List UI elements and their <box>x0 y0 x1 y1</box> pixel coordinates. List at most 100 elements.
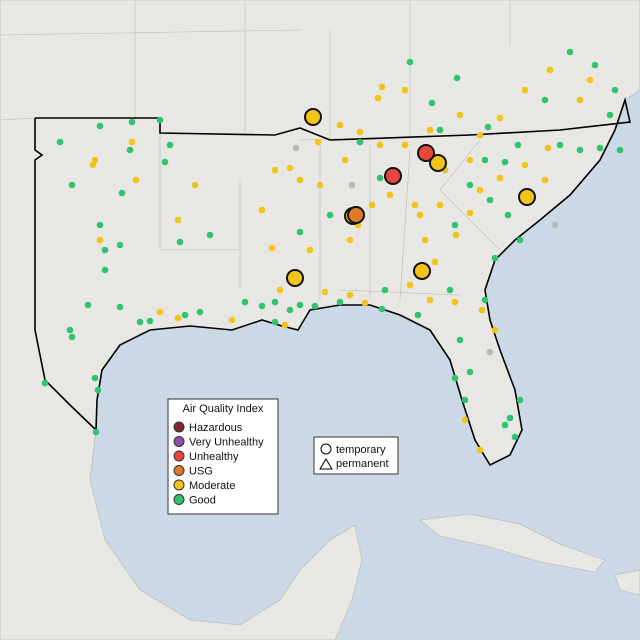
monitor-dot <box>341 156 349 164</box>
monitor-dot <box>101 246 109 254</box>
monitor-dot <box>258 206 266 214</box>
monitor-dot <box>431 258 439 266</box>
monitor-dot <box>611 86 619 94</box>
monitor-dot <box>521 86 529 94</box>
monitor-dot <box>496 114 504 122</box>
shape-label: temporary <box>336 444 386 456</box>
monitor-dot <box>481 156 489 164</box>
monitor-dot <box>421 236 429 244</box>
monitor-dot <box>91 374 99 382</box>
monitor-dot <box>576 146 584 154</box>
monitor-dot <box>174 216 182 224</box>
monitor-dot <box>456 111 464 119</box>
monitor-dot <box>271 318 279 326</box>
monitor-dot <box>452 231 460 239</box>
aqi-legend: Air Quality Index Hazardous Very Unhealth… <box>167 398 279 515</box>
monitor-dot <box>516 396 524 404</box>
monitor-dot <box>316 181 324 189</box>
monitor-dot <box>521 161 529 169</box>
legend-label: Unhealthy <box>189 451 239 463</box>
monitor-dot <box>451 374 459 382</box>
monitor-dot <box>181 311 189 319</box>
monitor-dot <box>286 306 294 314</box>
legend-swatch <box>173 450 185 462</box>
monitor-large <box>417 144 435 162</box>
monitor-dot <box>228 316 236 324</box>
monitor-dot <box>116 303 124 311</box>
monitor-dot <box>551 221 559 229</box>
monitor-dot <box>416 211 424 219</box>
monitor-dot <box>296 228 304 236</box>
legend-swatch <box>173 479 185 491</box>
monitor-dot <box>132 176 140 184</box>
monitor-dot <box>96 236 104 244</box>
monitor-dot <box>616 146 624 154</box>
monitor-dot <box>68 181 76 189</box>
monitor-dot <box>591 61 599 69</box>
monitor-dot <box>466 181 474 189</box>
monitor-dot <box>276 286 284 294</box>
region-outline <box>34 97 631 467</box>
monitor-large <box>518 188 536 206</box>
monitor-dot <box>116 241 124 249</box>
monitor-dot <box>461 396 469 404</box>
monitors <box>41 48 624 454</box>
monitor-dot <box>576 96 584 104</box>
monitor-dot <box>556 141 564 149</box>
legend-label: Moderate <box>189 480 235 492</box>
monitor-dot <box>311 302 319 310</box>
monitor-dot <box>504 211 512 219</box>
legend-title: Air Quality Index <box>183 403 264 415</box>
monitor-dot <box>426 296 434 304</box>
monitor-dot <box>271 166 279 174</box>
monitor-dot <box>361 299 369 307</box>
monitor-dot <box>376 141 384 149</box>
legend-box <box>167 398 279 515</box>
monitor-dot <box>491 254 499 262</box>
monitor-dot <box>96 221 104 229</box>
triangle-symbol <box>319 458 333 470</box>
monitor-dot <box>96 122 104 130</box>
monitor-dot <box>541 96 549 104</box>
monitor-dot <box>281 321 289 329</box>
monitor-dot <box>501 158 509 166</box>
monitor-dot <box>466 368 474 376</box>
monitor-dot <box>381 286 389 294</box>
monitor-dot <box>321 288 329 296</box>
monitor-dot <box>41 379 49 387</box>
monitor-dot <box>378 305 386 313</box>
monitor-dot <box>401 141 409 149</box>
monitor-dot <box>486 196 494 204</box>
monitor-dot <box>292 144 300 152</box>
monitor-dot <box>456 336 464 344</box>
monitor-large <box>429 154 447 172</box>
monitor-dot <box>56 138 64 146</box>
monitor-dot <box>156 116 164 124</box>
monitor-dot <box>356 138 364 146</box>
shape-label: permanent <box>336 458 389 470</box>
monitor-dot <box>451 221 459 229</box>
monitor-dot <box>476 186 484 194</box>
monitor-dot <box>348 181 356 189</box>
legend-label: USG <box>189 465 213 477</box>
monitor-dot <box>314 138 322 146</box>
monitor-dot <box>128 118 136 126</box>
monitor-dot <box>91 156 99 164</box>
monitor-dot <box>476 446 484 454</box>
monitor-dot <box>101 266 109 274</box>
legend-label: Good <box>189 494 216 506</box>
monitor-dot <box>436 126 444 134</box>
monitor-dot <box>453 74 461 82</box>
monitor-dot <box>191 181 199 189</box>
monitor-dot <box>136 318 144 326</box>
monitor-dot <box>66 326 74 334</box>
monitor-dot <box>378 83 386 91</box>
monitor-large <box>304 108 322 126</box>
monitor-dot <box>374 94 382 102</box>
monitor-dot <box>196 308 204 316</box>
shape-legend-box <box>313 436 399 475</box>
monitor-dot <box>166 141 174 149</box>
monitor-dot <box>206 231 214 239</box>
monitor-dot <box>241 298 249 306</box>
